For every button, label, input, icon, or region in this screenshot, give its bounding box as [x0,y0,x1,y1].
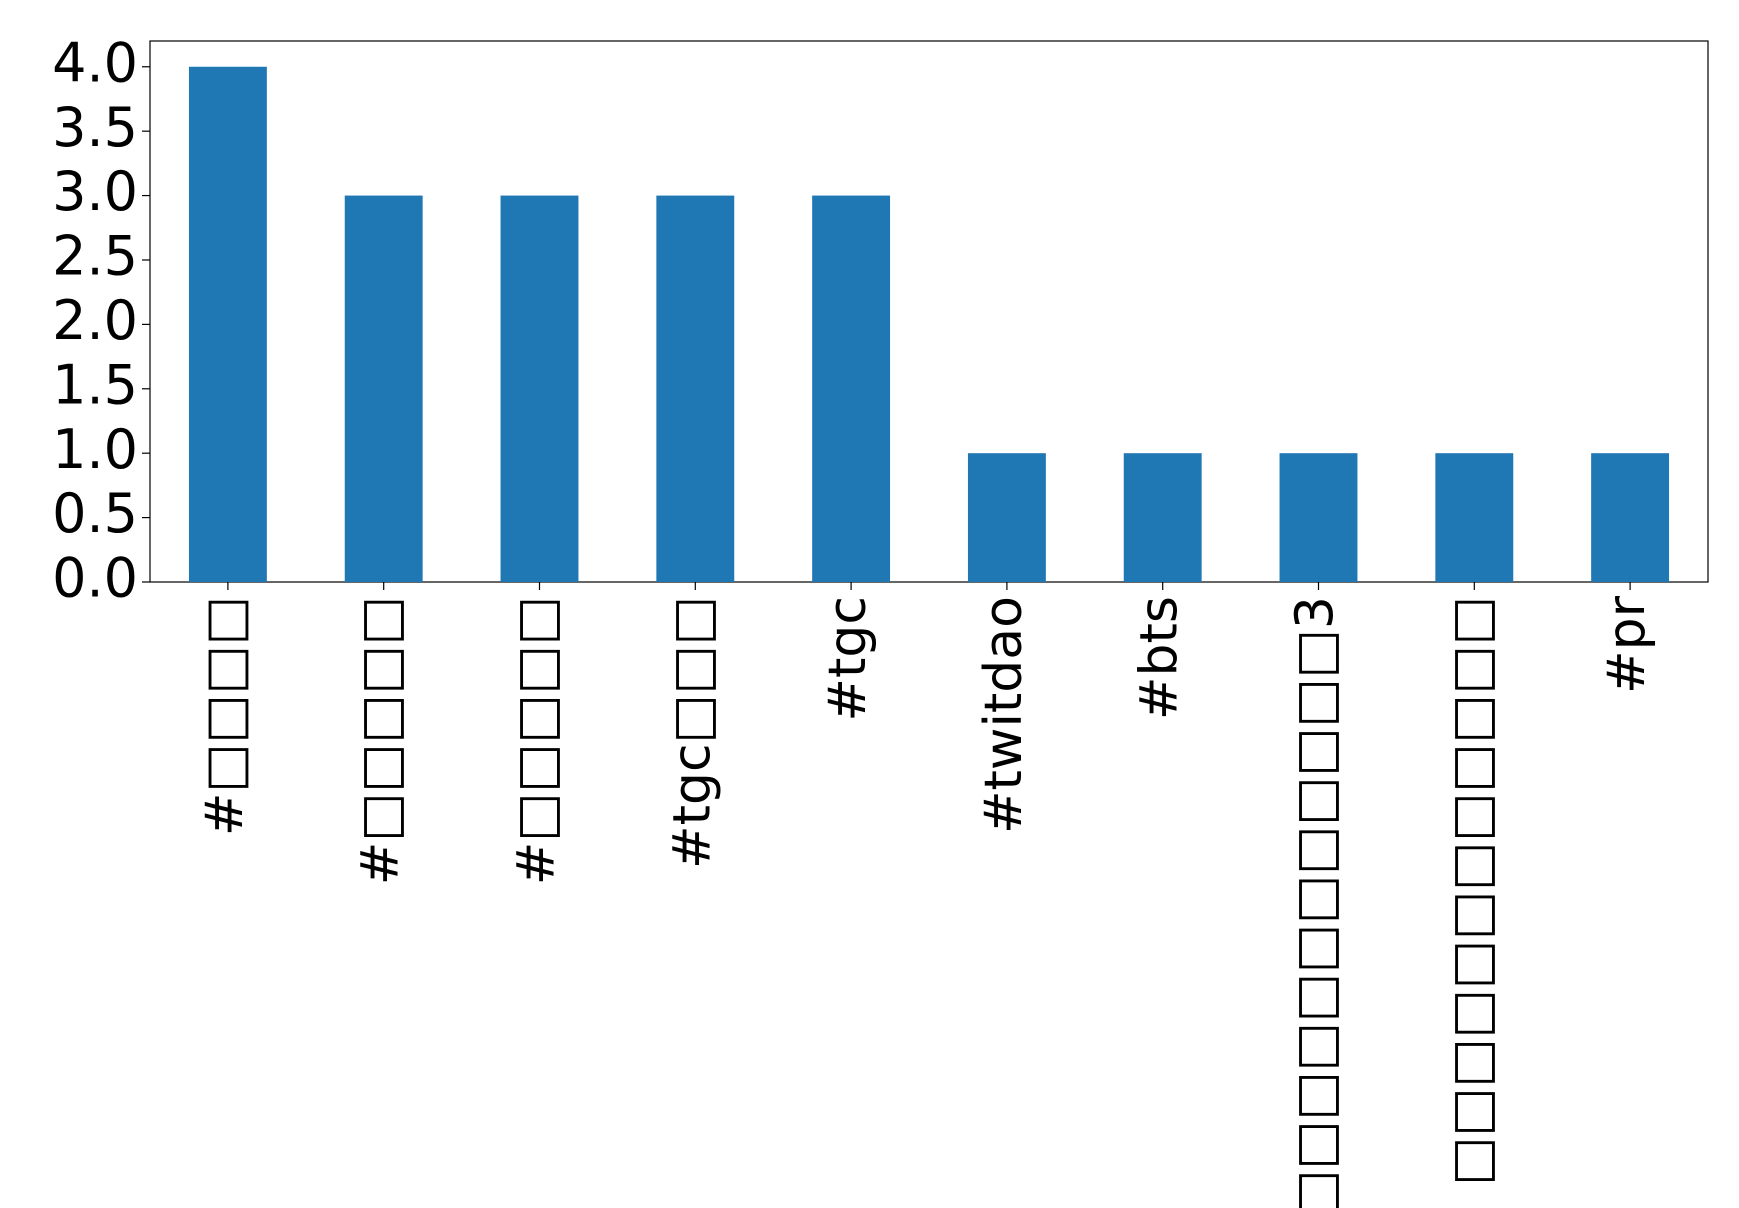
x-tick-label: #□□□□□ [507,596,567,885]
bar [188,66,267,582]
y-tick-label: 1.5 [52,353,138,416]
y-tick-label: 3.0 [52,160,138,223]
bar [812,195,891,583]
bar [1279,453,1358,582]
y-tick-label: 2.5 [52,225,138,288]
x-tick-label: #tgc [818,596,878,722]
x-tick-label: #twitdao [974,596,1034,834]
x-tick-label: #□□□□□□□□□□□□3 [1286,596,1346,1208]
bar [1591,453,1670,582]
x-tick-label: □□□□□□□□□□□□ [1441,596,1501,1186]
x-tick-label: #□□□□□ [351,596,411,885]
y-tick-label: 4.0 [52,31,138,94]
axes-frame [149,40,1709,583]
bar [500,195,579,583]
y-tick-label: 0.0 [52,547,138,610]
y-tick-label: 0.5 [52,482,138,545]
bar [1123,453,1202,582]
x-tick-label: #tgc□□□ [662,596,722,869]
bar [967,453,1046,582]
y-tick-label: 1.0 [52,418,138,481]
bar [656,195,735,583]
x-tick-label: #bts [1130,596,1190,720]
x-tick-label: #□□□□ [195,596,255,836]
bar [344,195,423,583]
x-tick-label: #pr [1597,595,1657,694]
y-tick-label: 3.5 [52,96,138,159]
y-tick-label: 2.0 [52,289,138,352]
bar [1435,453,1514,582]
